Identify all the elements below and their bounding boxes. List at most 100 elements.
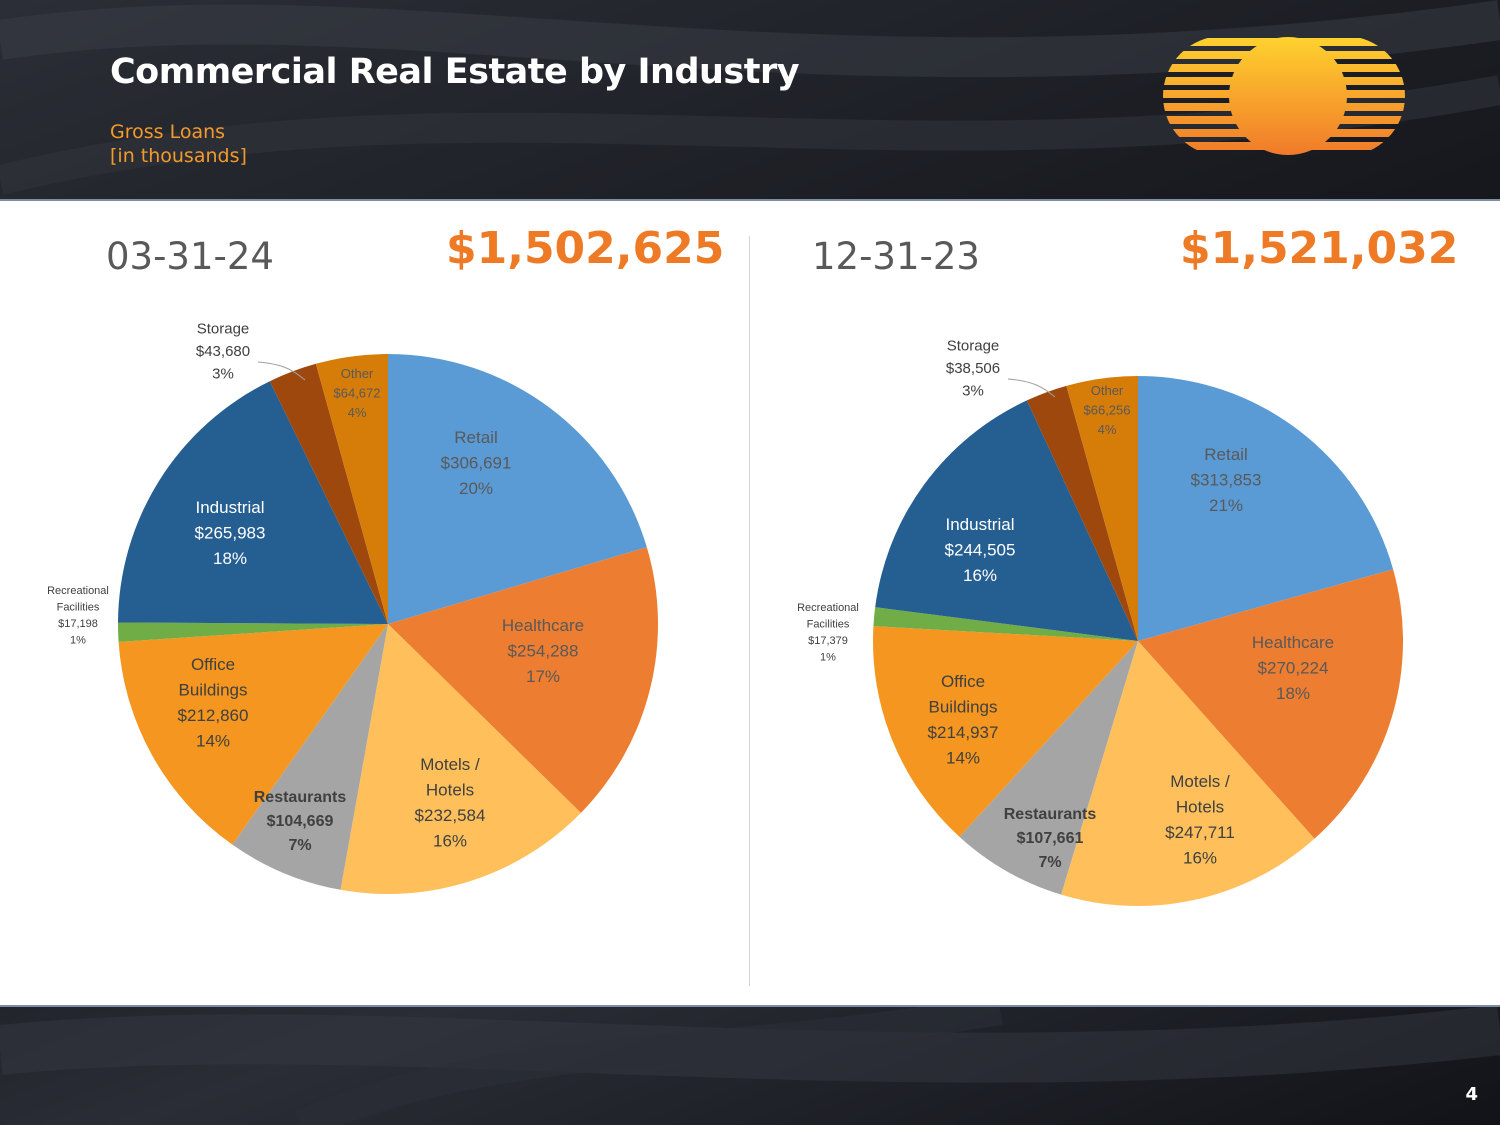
date-label-left: 03-31-24 (106, 235, 274, 278)
pie-slice-motels-hotels (1061, 641, 1315, 906)
pie-slice-restaurants (232, 624, 388, 890)
pie-label-retail-name: Retail (1204, 445, 1247, 464)
pie-label-retail-value-label: $306,691 (441, 453, 512, 472)
pie-label-motels-hotels-percent-label: 16% (433, 832, 467, 851)
pie-label-other-percent-label: 4% (348, 405, 367, 420)
pie-chart-03-31-24: Retail $306,691 20% Healthcare $254,288 17% Mo… (47, 320, 658, 894)
pie-label-retail-percent-label: 21% (1209, 496, 1243, 515)
pie-label-recreational-facilities-percent-label: 1% (820, 652, 836, 664)
pie-label-other-name: Other (1091, 383, 1124, 398)
pie-label-retail: Retail $306,691 20% (441, 428, 512, 498)
pie-label-restaurants-value-label: $104,669 (267, 813, 334, 830)
pie-slice-office-buildings (118, 624, 388, 845)
pie-label-healthcare: Healthcare $254,288 17% (502, 616, 584, 686)
pie-label-restaurants-percent-label: 7% (1038, 854, 1061, 871)
pie-label-healthcare: Healthcare $270,224 18% (1252, 633, 1334, 703)
pie-label-motels-hotels-value-label: $232,584 (415, 806, 486, 825)
pie-label-storage-value-label: $43,680 (196, 343, 250, 360)
pie-label-recreational-facilities-name: Facilities (807, 619, 850, 631)
company-logo (1163, 37, 1405, 155)
pie-slice-recreational-facilities (873, 607, 1138, 641)
pie-label-industrial-value-label: $265,983 (195, 523, 266, 542)
storage-leader-line (1007, 378, 1056, 398)
pie-label-restaurants-name: Restaurants (254, 789, 347, 806)
pie-label-office-buildings-name: Buildings (929, 698, 998, 717)
pie-label-storage: Storage $43,680 3% (196, 320, 250, 382)
pie-label-other-percent-label: 4% (1098, 422, 1117, 437)
pie-label-recreational-facilities-percent-label: 1% (70, 635, 86, 647)
pie-slice-motels-hotels (340, 624, 581, 894)
pie-label-recreational-facilities-name: Recreational (47, 585, 109, 597)
pie-label-healthcare-value-label: $270,224 (1258, 658, 1329, 677)
subtitle-line-2: [in thousands] (110, 145, 247, 167)
pie-label-recreational-facilities-name: Recreational (797, 602, 859, 614)
pie-label-recreational-facilities: Recreational Facilities $17,379 1% (797, 602, 859, 664)
pie-label-motels-hotels-percent-label: 16% (1183, 849, 1217, 868)
date-label-right: 12-31-23 (812, 235, 980, 278)
pie-slice-healthcare (1138, 569, 1403, 839)
pie-label-industrial-percent-label: 16% (963, 566, 997, 585)
pie-label-healthcare-value-label: $254,288 (508, 641, 579, 660)
pie-label-recreational-facilities-name: Facilities (57, 602, 100, 614)
pie-label-other-value-label: $66,256 (1084, 402, 1131, 417)
pie-label-storage-name: Storage (197, 320, 250, 337)
pie-label-restaurants-percent-label: 7% (288, 837, 311, 854)
pie-label-restaurants: Restaurants $104,669 7% (254, 789, 347, 854)
pie-label-restaurants: Restaurants $107,661 7% (1004, 806, 1097, 871)
pie-slice-office-buildings (873, 626, 1138, 837)
pie-label-motels-hotels: Motels / Hotels $247,711 16% (1165, 772, 1235, 868)
pie-label-office-buildings-name: Buildings (179, 681, 248, 700)
pie-slice-industrial (875, 400, 1138, 641)
subtitle-line-1: Gross Loans (110, 121, 226, 143)
pie-label-industrial: Industrial $265,983 18% (195, 498, 266, 568)
pie-label-retail-percent-label: 20% (459, 479, 493, 498)
pie-label-office-buildings: Office Buildings $212,860 14% (178, 655, 249, 751)
pie-label-office-buildings-value-label: $214,937 (928, 723, 999, 742)
pie-label-motels-hotels: Motels / Hotels $232,584 16% (415, 755, 486, 851)
pie-label-storage-percent-label: 3% (962, 382, 984, 399)
pie-label-office-buildings-name: Office (941, 672, 985, 691)
pie-label-other-name: Other (341, 366, 374, 381)
pie-label-office-buildings-name: Office (191, 655, 235, 674)
pie-slice-restaurants (959, 641, 1138, 895)
pie-slice-other (315, 354, 388, 624)
pie-label-restaurants-value-label: $107,661 (1017, 830, 1084, 847)
pie-slice-healthcare (388, 547, 658, 813)
pie-label-storage-value-label: $38,506 (946, 360, 1000, 377)
pie-label-storage-name: Storage (947, 337, 1000, 354)
pie-label-restaurants-name: Restaurants (1004, 806, 1097, 823)
pie-label-recreational-facilities-value-label: $17,379 (808, 635, 848, 647)
pie-slice-retail (1138, 376, 1394, 641)
page-number: 4 (1465, 1084, 1478, 1105)
pie-slice-industrial (118, 381, 388, 624)
pie-label-industrial-value-label: $244,505 (945, 540, 1016, 559)
pie-label-office-buildings-value-label: $212,860 (178, 706, 249, 725)
pie-label-motels-hotels-name: Hotels (426, 781, 474, 800)
pie-label-recreational-facilities: Recreational Facilities $17,198 1% (47, 585, 109, 647)
pie-label-storage: Storage $38,506 3% (946, 337, 1000, 399)
pie-label-retail: Retail $313,853 21% (1191, 445, 1262, 515)
total-label-right: $1,521,032 (1180, 223, 1459, 274)
pie-label-motels-hotels-name: Motels / (1170, 772, 1230, 791)
pie-label-healthcare-name: Healthcare (502, 616, 584, 635)
pie-label-industrial: Industrial $244,505 16% (945, 515, 1016, 585)
pie-label-retail-name: Retail (454, 428, 497, 447)
pie-chart-12-31-23: Retail $313,853 21% Healthcare $270,224 18% Mo… (797, 337, 1403, 906)
pie-label-healthcare-name: Healthcare (1252, 633, 1334, 652)
pie-slice-recreational-facilities (118, 622, 388, 642)
total-label-left: $1,502,625 (446, 223, 725, 274)
pie-label-healthcare-percent-label: 17% (526, 667, 560, 686)
pie-label-healthcare-percent-label: 18% (1276, 684, 1310, 703)
pie-label-other: Other $66,256 4% (1084, 383, 1131, 437)
storage-leader-line (257, 361, 306, 381)
pie-label-motels-hotels-name: Motels / (420, 755, 480, 774)
pie-slice-storage (1026, 385, 1138, 641)
pie-label-motels-hotels-name: Hotels (1176, 798, 1224, 817)
pie-label-motels-hotels-value-label: $247,711 (1165, 823, 1235, 842)
pie-slice-storage (269, 363, 388, 624)
slide-title: Commercial Real Estate by Industry (110, 52, 800, 92)
pie-slice-other (1066, 376, 1138, 641)
pie-label-office-buildings-percent-label: 14% (946, 749, 980, 768)
pie-label-industrial-percent-label: 18% (213, 549, 247, 568)
